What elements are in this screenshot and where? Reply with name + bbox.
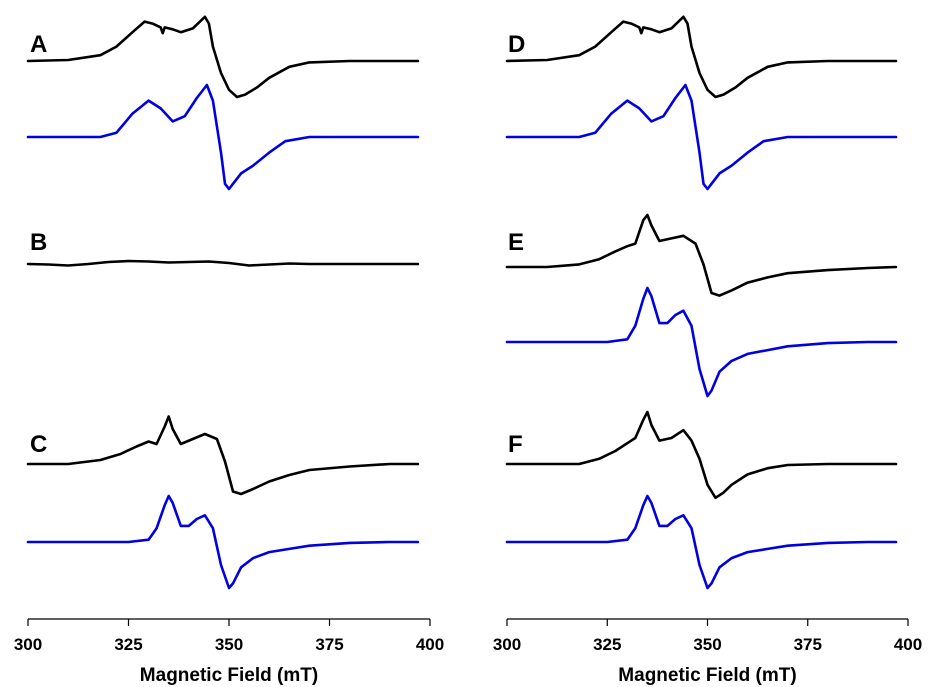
left-chart: 300 325 350 375 400 Magnetic Field (mT) A B C [14,15,444,686]
left-x-axis-title: Magnetic Field (mT) [140,665,318,686]
panel-label-d: D [508,31,525,58]
panel-f-experimental-trace [505,410,898,500]
panel-label-e: E [508,229,524,256]
left-x-tick-label: 325 [114,635,142,654]
panel-label-a: A [30,31,47,58]
right-x-tick-label: 350 [693,635,721,654]
right-x-tick-label: 300 [493,635,521,654]
panel-c-experimental-trace [26,415,420,496]
panel-b-experimental-trace [26,259,420,267]
right-x-tick-label: 375 [794,635,822,654]
panel-label-c: C [30,431,47,458]
panel-e-experimental-trace [505,213,898,297]
right-chart: 300 325 350 375 400 Magnetic Field (mT) D E F [493,15,922,686]
panel-f-simulated-trace [505,494,898,590]
panel-e-simulated-trace [505,286,898,398]
panel-label-f: F [508,431,523,458]
panel-a-experimental-trace [26,15,420,99]
panel-c-simulated-trace [26,494,420,590]
right-x-tick-label: 400 [894,635,922,654]
right-x-tick-label: 325 [593,635,621,654]
left-x-tick-label: 400 [416,635,444,654]
left-x-tick-label: 350 [215,635,243,654]
left-x-tick-label: 375 [315,635,343,654]
panel-label-b: B [30,229,47,256]
panel-d-experimental-trace [505,15,898,99]
panel-d-simulated-trace [505,83,898,191]
right-x-axis-title: Magnetic Field (mT) [618,665,796,686]
panel-a-simulated-trace [26,83,420,191]
left-x-tick-label: 300 [14,635,42,654]
